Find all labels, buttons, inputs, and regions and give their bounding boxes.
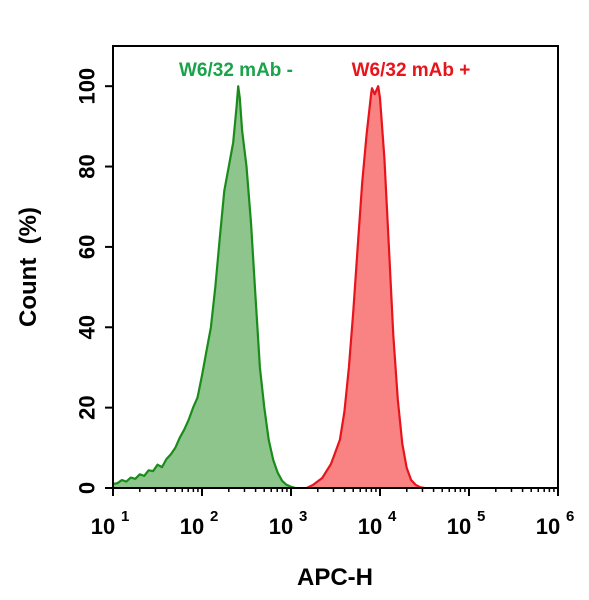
y-tick-label: 20 — [75, 395, 100, 419]
plot-frame — [112, 45, 559, 489]
x-tick-label: 10 — [536, 514, 560, 539]
series-layer — [112, 85, 425, 490]
legend-layer: W6/32 mAb - W6/32 mAb + — [179, 60, 470, 81]
x-axis-title: APC-H — [297, 564, 373, 591]
y-tick-label: 40 — [75, 315, 100, 339]
y-tick-label: 0 — [75, 482, 100, 494]
y-tick-label: 80 — [75, 154, 100, 178]
y-axis-title: Count (%) — [15, 207, 42, 327]
series-1-line — [306, 85, 425, 490]
x-tick-label: 10 — [91, 514, 115, 539]
x-tick-exponent: 1 — [121, 508, 129, 525]
series-0-line — [112, 85, 296, 490]
tick-layer: 0 20 40 60 80 100 10 1 10 2 10 3 10 4 10 5 10 6 — [75, 68, 575, 539]
x-tick-label: 10 — [180, 514, 204, 539]
legend-label-series-0: W6/32 mAb - — [179, 60, 293, 81]
x-tick-exponent: 4 — [388, 508, 397, 525]
y-tick-label: 100 — [75, 68, 100, 105]
legend-label-series-1: W6/32 mAb + — [352, 60, 471, 81]
y-tick-label: 60 — [75, 235, 100, 259]
x-tick-exponent: 2 — [210, 508, 218, 525]
x-tick-exponent: 6 — [566, 508, 574, 525]
x-tick-label: 10 — [269, 514, 293, 539]
series-1-area — [306, 86, 425, 488]
x-tick-label: 10 — [447, 514, 471, 539]
x-tick-exponent: 3 — [299, 508, 307, 525]
series-0-area — [113, 86, 296, 488]
x-tick-exponent: 5 — [477, 508, 485, 525]
x-tick-label: 10 — [358, 514, 382, 539]
